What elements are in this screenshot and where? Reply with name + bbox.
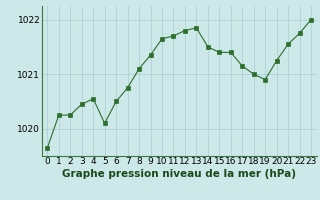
X-axis label: Graphe pression niveau de la mer (hPa): Graphe pression niveau de la mer (hPa): [62, 169, 296, 179]
